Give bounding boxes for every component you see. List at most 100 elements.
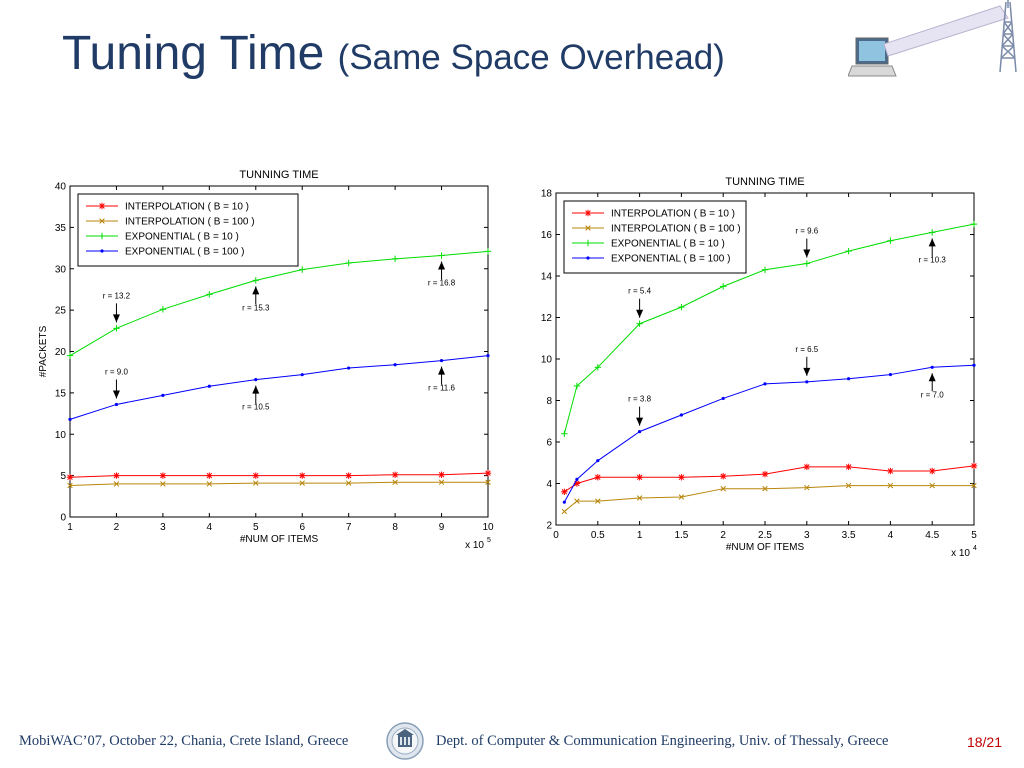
data-point (761, 266, 769, 273)
data-point (206, 481, 213, 487)
annotation: r = 11.6 (428, 366, 455, 393)
legend-label: INTERPOLATION ( B = 10 ) (125, 202, 249, 213)
data-point (160, 481, 166, 487)
annotation-arrow-head (112, 314, 120, 323)
data-point (299, 266, 306, 273)
legend-entry: INTERPOLATION ( B = 100 ) (572, 224, 741, 235)
x-tick-label: 6 (299, 522, 305, 533)
data-point (678, 494, 685, 500)
y-tick-label: 18 (541, 189, 553, 200)
y-tick-label: 30 (55, 264, 67, 275)
series-line (564, 465, 975, 493)
data-point (252, 277, 259, 284)
x-tick-label: 10 (482, 522, 494, 533)
annotation: r = 9.6 (795, 227, 819, 258)
y-tick-label: 2 (546, 521, 552, 532)
data-point (805, 380, 809, 384)
y-tick-label: 40 (55, 182, 67, 193)
data-point (252, 472, 259, 479)
data-point (762, 485, 768, 492)
annotation-arrow-head (252, 286, 260, 295)
y-axis-label: #PACKETS (38, 325, 49, 377)
page-number: 18/21 (966, 734, 1002, 750)
annotation: r = 10.3 (919, 238, 946, 264)
y-tick-label: 20 (55, 347, 67, 358)
data-point (391, 255, 399, 263)
data-point (345, 480, 352, 486)
data-point (159, 306, 167, 313)
footer-department: Dept. of Computer & Communication Engine… (436, 733, 889, 749)
data-point (636, 320, 643, 327)
data-point (888, 372, 892, 377)
data-point (484, 469, 492, 477)
annotation-label: r = 15.3 (242, 303, 270, 312)
x-tick-label: 4 (888, 530, 894, 541)
y-tick-label: 5 (60, 471, 66, 482)
data-point (438, 471, 445, 478)
series-line (69, 355, 489, 420)
annotation: r = 9.0 (105, 367, 128, 399)
legend-entry: INTERPOLATION ( B = 10 ) (572, 209, 735, 220)
series-line (563, 223, 975, 434)
series-3 (561, 220, 978, 437)
series-3 (66, 248, 492, 359)
data-point (971, 482, 977, 489)
x-tick-label: 3 (804, 530, 810, 541)
data-point (804, 484, 810, 491)
series-line (563, 364, 975, 503)
data-point (803, 260, 810, 267)
x-axis-label: #NUM OF ITEMS (726, 542, 805, 553)
y-tick-label: 35 (55, 223, 67, 234)
annotation: r = 5.4 (628, 287, 652, 318)
data-point (596, 459, 600, 463)
annotation: r = 16.8 (428, 261, 456, 288)
data-point (845, 463, 852, 471)
x-tick-label: 8 (392, 522, 398, 533)
annotation-label: r = 3.8 (628, 395, 651, 404)
annotation-label: r = 16.8 (428, 279, 456, 288)
data-point (845, 482, 852, 489)
data-point (575, 477, 579, 481)
x-tick-label: 1 (637, 530, 643, 541)
x-tick-label: 1.5 (674, 530, 688, 541)
legend-label: INTERPOLATION ( B = 100 ) (125, 217, 255, 228)
data-point (159, 472, 167, 479)
data-point (929, 467, 936, 475)
y-tick-label: 14 (541, 272, 553, 283)
annotation-label: r = 9.6 (795, 227, 818, 236)
data-point (113, 481, 120, 487)
data-point (594, 364, 601, 371)
data-point (207, 384, 211, 388)
annotation-arrow-head (112, 390, 120, 399)
data-point (574, 498, 580, 504)
legend: INTERPOLATION ( B = 10 ) INTERPOLATION ( … (563, 200, 747, 274)
data-point (67, 482, 73, 489)
series-2 (67, 479, 491, 489)
legend-label: EXPONENTIAL ( B = 10 ) (125, 232, 239, 243)
annotation-label: r = 6.5 (795, 345, 818, 354)
annotation: r = 13.2 (103, 291, 131, 323)
antenna-tower-icon (999, 0, 1017, 73)
annotation-arrow-head (636, 417, 644, 426)
series-line (564, 485, 974, 512)
data-point (114, 402, 119, 407)
annotation: r = 7.0 (921, 373, 944, 399)
data-point (636, 474, 643, 481)
annotation: r = 3.8 (628, 395, 652, 426)
legend-label: EXPONENTIAL ( B = 100 ) (125, 247, 244, 258)
data-point (299, 472, 306, 479)
data-point (929, 229, 936, 236)
data-point (573, 382, 581, 390)
data-point (720, 283, 727, 290)
legend-label: EXPONENTIAL ( B = 100 ) (611, 254, 730, 265)
data-point (847, 377, 851, 381)
series-4 (68, 354, 490, 421)
y-tick-label: 8 (546, 396, 552, 407)
data-point (484, 248, 492, 255)
series-1 (561, 462, 978, 495)
annotation-arrow-head (438, 366, 446, 375)
x-tick-label: 2.5 (758, 530, 772, 541)
data-point (970, 220, 978, 228)
annotation-label: r = 7.0 (921, 390, 944, 399)
x-tick-label: 3.5 (842, 530, 856, 541)
